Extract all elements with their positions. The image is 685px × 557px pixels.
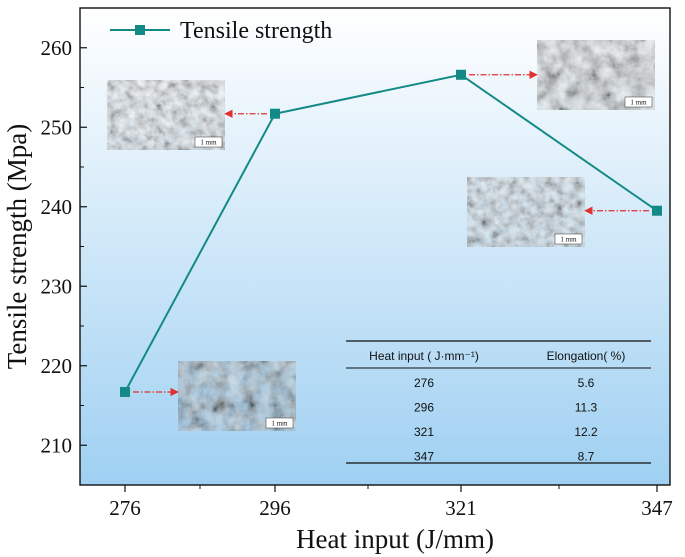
scale-bar-label: 1 mm <box>200 139 217 147</box>
table-cell: 321 <box>414 425 434 439</box>
data-point-296 <box>270 108 280 119</box>
data-point-321 <box>456 69 466 80</box>
x-tick-label: 321 <box>445 496 477 520</box>
scale-bar-box <box>194 136 223 148</box>
y-tick-label: 210 <box>41 433 73 457</box>
sem-inset-296: 1 mm <box>107 80 267 150</box>
y-tick-label: 220 <box>41 354 73 378</box>
table-cell: 276 <box>414 376 434 390</box>
table-header-0: Heat input ( J·mm⁻¹) <box>369 349 479 363</box>
data-point-276 <box>120 386 130 397</box>
sem-inset-276: 1 mm <box>133 361 296 431</box>
sem-inset-347: 1 mm <box>467 177 649 247</box>
scale-bar-box <box>265 417 294 429</box>
scale-bar-label: 1 mm <box>560 236 577 244</box>
table-cell: 5.6 <box>578 376 595 390</box>
sem-inset-321: 1 mm <box>469 40 655 110</box>
x-axis-title: Heat input (J/mm) <box>296 524 494 554</box>
series-line-tensile-strength <box>124 73 658 393</box>
y-axis-title: Tensile strength (Mpa) <box>2 124 32 370</box>
data-point-347 <box>652 205 662 216</box>
y-tick-label: 260 <box>41 36 73 60</box>
x-tick-label: 296 <box>259 496 291 520</box>
y-tick-label: 230 <box>41 274 73 298</box>
legend-marker <box>135 25 145 35</box>
x-tick-label: 347 <box>641 496 673 520</box>
table-cell: 8.7 <box>578 450 595 464</box>
y-tick-label: 240 <box>41 195 73 219</box>
table-cell: 11.3 <box>575 401 598 415</box>
table-header-1: Elongation( %) <box>547 349 626 363</box>
scale-bar-label: 1 mm <box>271 420 288 428</box>
table-cell: 12.2 <box>574 425 598 439</box>
scale-bar-box <box>554 233 583 245</box>
y-tick-label: 250 <box>41 115 73 139</box>
table-cell: 347 <box>414 450 434 464</box>
scale-bar-label: 1 mm <box>630 99 647 107</box>
table-cell: 296 <box>414 401 434 415</box>
legend-label: Tensile strength <box>180 18 332 44</box>
scale-bar-box <box>624 96 653 108</box>
x-tick-label: 276 <box>109 496 141 520</box>
